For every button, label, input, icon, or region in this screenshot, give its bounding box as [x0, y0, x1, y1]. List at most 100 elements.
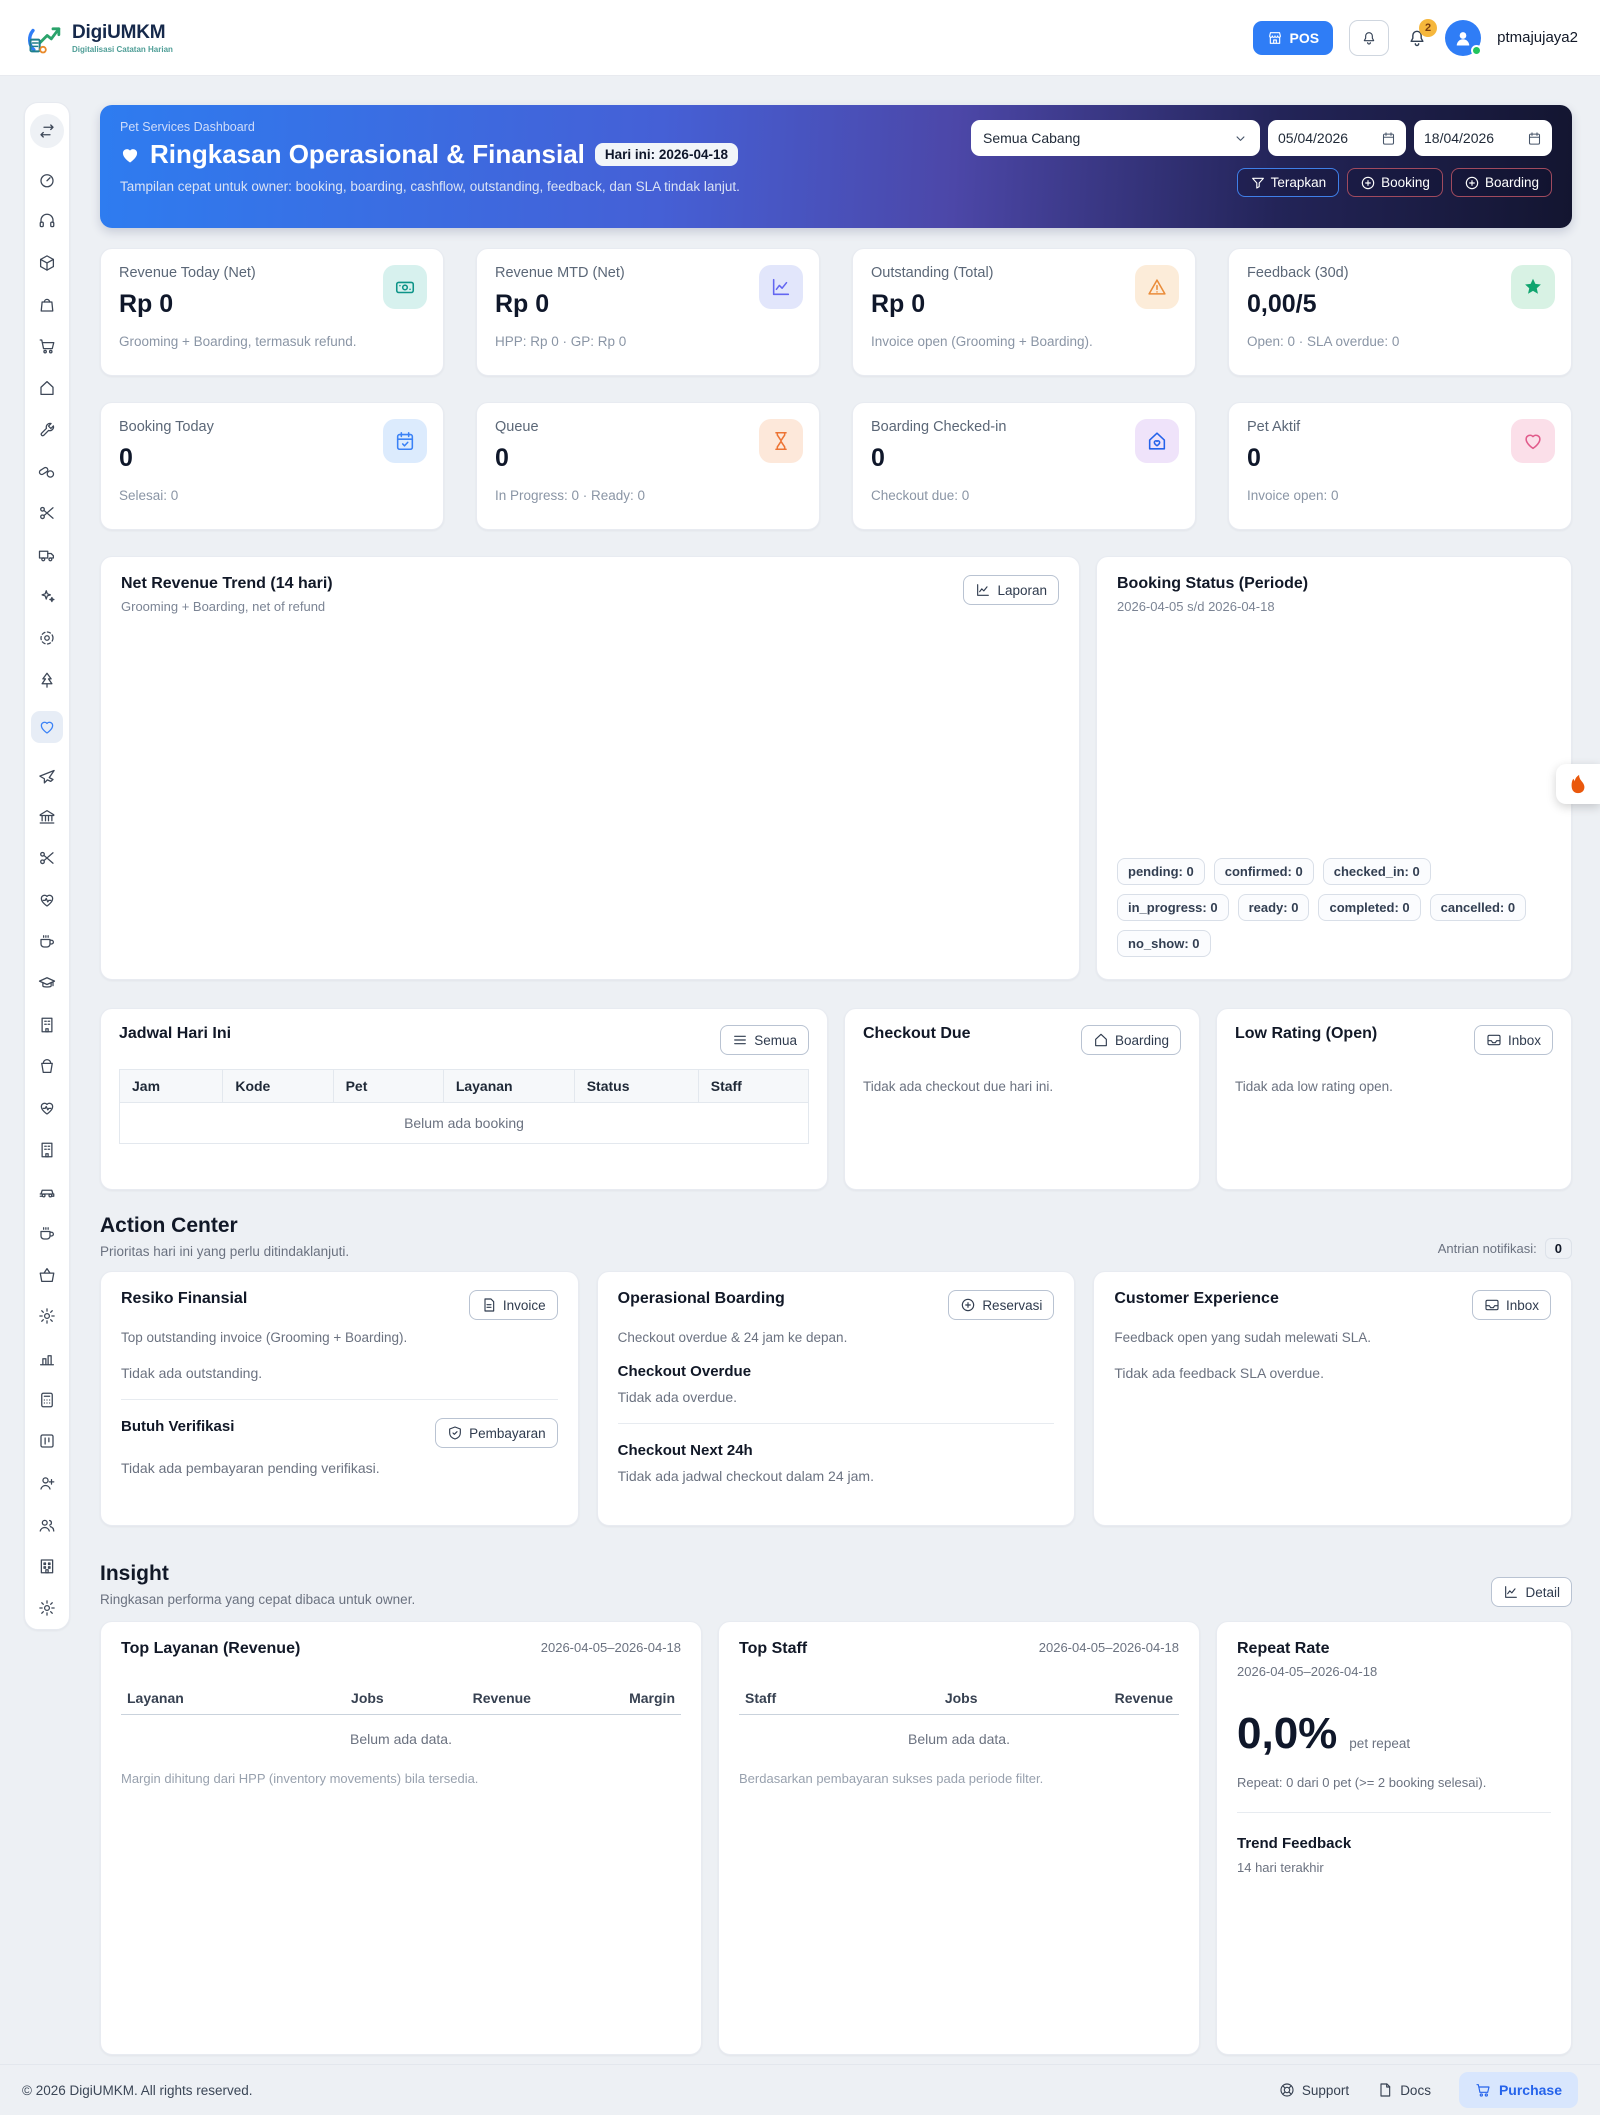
- column-header: Status: [573, 1069, 699, 1103]
- pembayaran-button[interactable]: Pembayaran: [435, 1418, 558, 1448]
- tree-icon: [38, 671, 56, 689]
- sidebar-item-purchases[interactable]: [37, 295, 57, 315]
- calcheck-icon: [383, 419, 427, 463]
- docs-link[interactable]: Docs: [1377, 2082, 1431, 2098]
- notifications-button[interactable]: 2: [1405, 18, 1438, 48]
- coffee-icon: [38, 932, 56, 950]
- sidebar-item-cafe[interactable]: [37, 931, 57, 951]
- kpi-label: Revenue Today (Net): [119, 265, 256, 281]
- jadwal-table: Jam Kode Pet Layanan Status Staff Belum ada b…: [118, 1069, 810, 1144]
- support-link[interactable]: Support: [1279, 2082, 1349, 2098]
- sidebar-item-sales[interactable]: [37, 336, 57, 356]
- list-icon: [732, 1032, 748, 1048]
- column-header: Margin: [568, 1682, 681, 1715]
- low-rating-empty: Tidak ada low rating open.: [1235, 1079, 1393, 1094]
- sidebar-item-garden[interactable]: [37, 670, 57, 690]
- sidebar-item-clinic[interactable]: [37, 890, 57, 910]
- apply-filter-button[interactable]: Terapkan: [1236, 168, 1340, 197]
- sidebar-item-education[interactable]: [37, 973, 57, 993]
- purchase-button[interactable]: Purchase: [1458, 2072, 1578, 2108]
- sidebar-item-pet-services[interactable]: [31, 711, 63, 744]
- sidebar-item-projects[interactable]: [37, 1431, 57, 1451]
- sidebar-item-finance[interactable]: [37, 807, 57, 827]
- sidebar-item-support[interactable]: [37, 211, 57, 231]
- sidebar-item-grooming[interactable]: [37, 503, 57, 523]
- status-subtitle: 2026-04-05 s/d 2026-04-18: [1117, 599, 1275, 614]
- pos-button[interactable]: POS: [1252, 20, 1334, 55]
- sidebar-item-reports[interactable]: [37, 1348, 57, 1368]
- sidebar-item-laundry[interactable]: [37, 1056, 57, 1076]
- building2-icon: [38, 1557, 56, 1575]
- sidebar-item-hr[interactable]: [37, 1515, 57, 1535]
- sidebar-item-company[interactable]: [37, 1556, 57, 1576]
- pills-icon: [38, 462, 56, 480]
- calc-icon: [38, 1391, 56, 1409]
- kpi-value: 0: [119, 444, 133, 472]
- sidebar-item-health[interactable]: [37, 1098, 57, 1118]
- divider: [121, 1399, 558, 1400]
- add-booking-button[interactable]: Booking: [1347, 168, 1443, 197]
- streak-fab[interactable]: [1556, 764, 1600, 804]
- laporan-button[interactable]: Laporan: [963, 575, 1059, 605]
- sidebar-item-hotel[interactable]: [37, 1140, 57, 1160]
- inbox-button[interactable]: Inbox: [1473, 1025, 1553, 1055]
- sidebar-item-pharmacy[interactable]: [37, 461, 57, 481]
- sidebar-item-accounting[interactable]: [37, 1390, 57, 1410]
- kpi-label: Boarding Checked-in: [871, 419, 1007, 435]
- sidebar-item-property[interactable]: [37, 1015, 57, 1035]
- sidebar-item-rental[interactable]: [37, 1181, 57, 1201]
- date-to-input[interactable]: 18/04/2026: [1414, 120, 1552, 156]
- status-chip: confirmed: 0: [1213, 858, 1314, 885]
- home-icon: [38, 379, 56, 397]
- semua-button[interactable]: Semua: [720, 1025, 809, 1055]
- booking-status-chips: pending: 0 confirmed: 0 checked_in: 0 in_pr…: [1117, 858, 1551, 961]
- column-header: Revenue: [1033, 1682, 1179, 1715]
- invoice-button[interactable]: Invoice: [468, 1290, 558, 1320]
- detail-button[interactable]: Detail: [1491, 1577, 1572, 1607]
- package-icon: [38, 254, 56, 272]
- sidebar-item-dashboard[interactable]: [37, 170, 57, 190]
- staff-period: 2026-04-05–2026-04-18: [1038, 1640, 1179, 1655]
- column-header: Jobs: [888, 1682, 1034, 1715]
- sidebar-item-florist[interactable]: [37, 628, 57, 648]
- sidebar-item-travel[interactable]: [37, 765, 57, 785]
- sidebar-item-logistics[interactable]: [37, 545, 57, 565]
- top-staff-table: Staff Jobs Revenue Belum ada data.: [739, 1682, 1179, 1763]
- sparkles-icon: [38, 587, 56, 605]
- status-chip: cancelled: 0: [1429, 894, 1527, 921]
- staff-note: Berdasarkan pembayaran sukses pada perio…: [739, 1771, 1044, 1786]
- kpi-card: Pet Aktif 0 Invoice open: 0: [1228, 402, 1572, 530]
- sidebar-item-workshop[interactable]: [37, 1306, 57, 1326]
- notification-settings-button[interactable]: [1349, 19, 1390, 56]
- add-boarding-button[interactable]: Boarding: [1450, 168, 1552, 197]
- sidebar-item-cleaning[interactable]: [37, 586, 57, 606]
- avatar[interactable]: [1445, 19, 1483, 56]
- sidebar-item-crm[interactable]: [37, 1473, 57, 1493]
- kpi-label: Outstanding (Total): [871, 265, 994, 281]
- brand-logo[interactable]: DigiUMKM Digitalisasi Catatan Harian: [22, 18, 173, 58]
- sidebar-item-retail[interactable]: [37, 1265, 57, 1285]
- kpi-row-2: Booking Today 0 Selesai: 0 Queue 0 In Progres…: [100, 402, 1572, 530]
- sidebar-item-home[interactable]: [37, 378, 57, 398]
- status-chip: no_show: 0: [1117, 930, 1211, 957]
- hero-banner: Pet Services Dashboard Ringkasan Operasi…: [100, 105, 1572, 228]
- reservasi-button[interactable]: Reservasi: [948, 1290, 1055, 1320]
- kpi-row-1: Revenue Today (Net) Rp 0 Grooming + Boardi…: [100, 248, 1572, 376]
- sidebar-item-sidebar-toggle[interactable]: [30, 114, 64, 148]
- sidebar-item-services[interactable]: [37, 420, 57, 440]
- bag-icon: [38, 296, 56, 314]
- sidebar-item-fnb[interactable]: [37, 1223, 57, 1243]
- boarding-button[interactable]: Boarding: [1080, 1025, 1181, 1055]
- sidebar-item-settings[interactable]: [37, 1598, 57, 1618]
- sidebar-item-salon[interactable]: [37, 848, 57, 868]
- branch-select[interactable]: Semua Cabang: [971, 120, 1260, 156]
- kpi-card: Feedback (30d) 0,00/5 Open: 0 · SLA overdu…: [1228, 248, 1572, 376]
- flower-icon: [38, 629, 56, 647]
- kpi-card: Revenue MTD (Net) Rp 0 HPP: Rp 0 · GP: Rp …: [476, 248, 820, 376]
- action-center-title: Action Center: [100, 1214, 238, 1237]
- cx-inbox-button[interactable]: Inbox: [1471, 1290, 1552, 1320]
- date-from-input[interactable]: 05/04/2026: [1268, 120, 1406, 156]
- sidebar-item-inventory[interactable]: [37, 253, 57, 273]
- checkout-due-title: Checkout Due: [863, 1025, 971, 1042]
- notification-queue: Antrian notifikasi: 0: [1438, 1238, 1572, 1259]
